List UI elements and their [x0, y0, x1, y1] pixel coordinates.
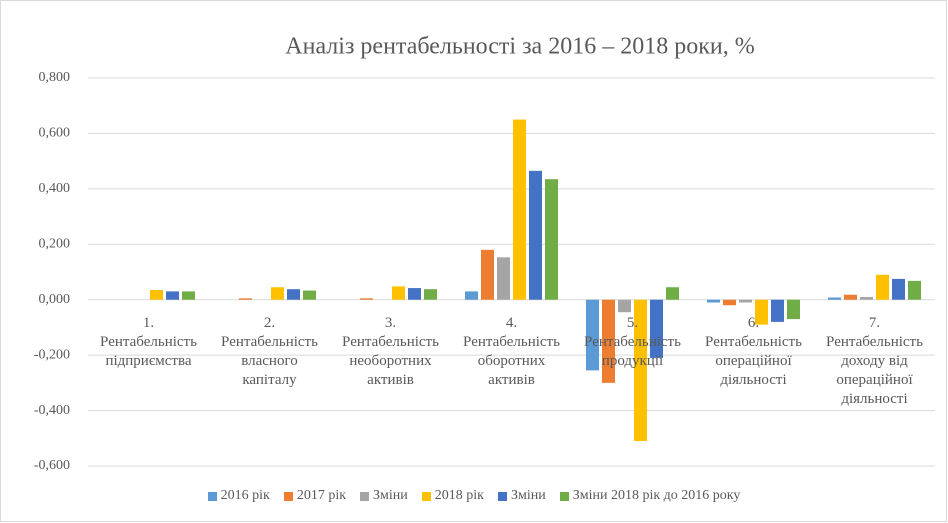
y-tick-label: 0,000: [39, 292, 71, 307]
x-tick-label: 4. Рентабельність оборотних активів: [463, 314, 560, 388]
bar: [481, 249, 494, 300]
bar: [618, 299, 631, 313]
bar: [844, 294, 857, 300]
x-tick-label: 5. Рентабельність продукції: [584, 314, 681, 369]
bar: [239, 298, 252, 300]
bar: [876, 274, 889, 300]
legend-item: 2017 рік: [283, 488, 347, 504]
legend-item: 2018 рік: [421, 488, 484, 504]
chart-title: Аналіз рентабельності за 2016 – 2018 рок…: [285, 34, 754, 60]
legend-swatch: [283, 491, 293, 501]
bar: [892, 278, 905, 300]
bar: [908, 280, 921, 300]
legend-swatch: [360, 491, 370, 501]
x-tick-label: 2. Рентабельність власного капіталу: [221, 314, 318, 388]
y-tick-label: -0,400: [34, 403, 70, 418]
legend-item: 2016 рік: [207, 488, 270, 504]
bar: [602, 299, 615, 383]
legend-label: 2017 рік: [296, 488, 347, 503]
y-tick-label: 0,400: [39, 181, 71, 196]
legend-swatch: [559, 491, 569, 501]
legend-label: 2018 рік: [434, 488, 484, 503]
legend-label: Зміни: [373, 488, 408, 503]
bar: [303, 290, 316, 300]
bar: [545, 179, 558, 300]
bar: [739, 299, 752, 303]
bar: [392, 286, 405, 300]
bar: [586, 299, 599, 371]
legend-swatch: [421, 491, 431, 501]
bar: [271, 287, 284, 300]
bar: [529, 170, 542, 300]
x-tick-label: 6. Рентабельність операційної діяльності: [705, 314, 802, 388]
bar: [771, 299, 784, 322]
y-tick-label: -0,600: [34, 458, 70, 473]
bar: [424, 289, 437, 300]
bar: [360, 298, 373, 300]
bar: [634, 299, 647, 442]
y-tick-label: 0,600: [39, 126, 71, 141]
y-tick-label: 0,200: [39, 237, 71, 252]
bar: [666, 287, 679, 300]
bar: [497, 257, 510, 300]
bar: [287, 289, 300, 300]
legend: 2016 рік 2017 рік Зміни 2018 рік Зміни Зміни …: [0, 488, 948, 504]
bar: [860, 296, 873, 300]
legend-swatch: [207, 491, 217, 501]
x-tick-label: 1. Рентабельність підприємства: [100, 314, 197, 369]
bar: [650, 299, 663, 358]
legend-label: 2016 рік: [220, 488, 270, 503]
x-tick-label: 3. Рентабельність необоротних активів: [342, 314, 439, 388]
legend-item: Зміни: [360, 488, 408, 504]
legend-item: Зміни: [497, 488, 546, 504]
bar: [465, 291, 478, 300]
bar: [755, 299, 768, 325]
bar: [707, 299, 720, 303]
bar: [166, 291, 179, 300]
legend-label: Зміни 2018 рік до 2016 року: [572, 488, 741, 503]
bar: [408, 288, 421, 300]
bar: [723, 299, 736, 306]
bar: [787, 299, 800, 320]
y-tick-label: 0,800: [39, 70, 71, 85]
legend-label: Зміни: [510, 488, 546, 503]
bar: [513, 119, 526, 300]
legend-item: Зміни 2018 рік до 2016 року: [559, 488, 741, 504]
bar: [182, 291, 195, 300]
bar: [828, 297, 841, 300]
y-tick-label: -0,200: [34, 347, 70, 362]
x-tick-label: 7. Рентабельність доходу від операційної…: [826, 314, 923, 407]
legend-swatch: [497, 491, 507, 501]
bar: [150, 290, 163, 300]
